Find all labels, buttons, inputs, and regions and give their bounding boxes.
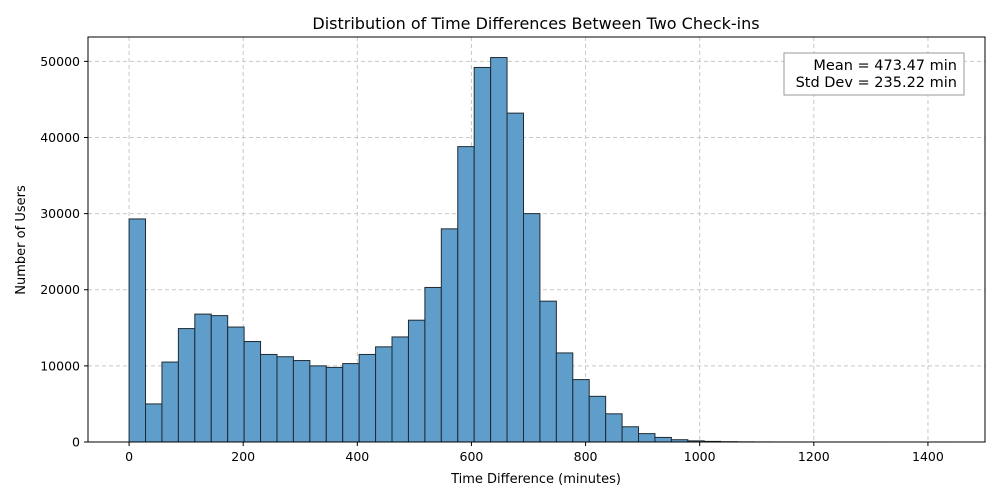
x-axis-label: Time Difference (minutes) bbox=[450, 472, 621, 487]
x-tick-label-0: 0 bbox=[125, 449, 133, 464]
x-tick-label-7: 1400 bbox=[912, 449, 944, 464]
histogram-bar-24 bbox=[522, 213, 541, 443]
histogram-bar-20 bbox=[457, 146, 475, 443]
histogram-bar-31 bbox=[638, 433, 656, 443]
stats-stddev-text: Std Dev = 235.22 min bbox=[796, 75, 957, 91]
histogram-bar-1 bbox=[145, 403, 163, 443]
histogram-bar-10 bbox=[292, 360, 311, 443]
plot-frame bbox=[87, 36, 986, 443]
x-tick-label-4: 800 bbox=[574, 449, 598, 464]
histogram-bar-12 bbox=[325, 366, 344, 443]
histogram-bar-11 bbox=[309, 365, 327, 443]
y-tick-label-1: 10000 bbox=[40, 358, 80, 373]
histogram-bar-2 bbox=[161, 361, 179, 443]
histogram-bar-16 bbox=[391, 336, 409, 443]
histogram-bar-29 bbox=[605, 413, 623, 443]
y-tick-label-5: 50000 bbox=[40, 54, 80, 69]
histogram-bar-22 bbox=[490, 57, 508, 443]
x-tick-label-2: 400 bbox=[345, 449, 369, 464]
histogram-bar-8 bbox=[260, 353, 278, 443]
histogram-bar-14 bbox=[358, 353, 377, 443]
histogram-bar-17 bbox=[407, 319, 426, 443]
stats-annotation-frame bbox=[783, 52, 965, 96]
histogram-bar-5 bbox=[210, 315, 229, 443]
histogram-bar-30 bbox=[621, 426, 640, 443]
histogram-bar-21 bbox=[473, 66, 492, 443]
stats-mean-text: Mean = 473.47 min bbox=[813, 58, 957, 74]
histogram-bar-27 bbox=[572, 379, 590, 443]
y-tick-label-3: 30000 bbox=[40, 206, 80, 221]
x-tick-label-5: 1000 bbox=[684, 449, 716, 464]
histogram-bar-28 bbox=[588, 395, 607, 443]
histogram-bar-13 bbox=[342, 363, 360, 443]
y-axis-label: Number of Users bbox=[14, 185, 29, 295]
histogram-bar-25 bbox=[539, 300, 557, 443]
y-tick-label-2: 20000 bbox=[40, 282, 80, 297]
histogram-bar-19 bbox=[440, 228, 459, 443]
histogram-bar-4 bbox=[194, 313, 212, 443]
x-tick-label-1: 200 bbox=[231, 449, 255, 464]
histogram-bar-15 bbox=[375, 346, 393, 443]
bars-layer bbox=[128, 57, 952, 443]
x-tick-label-3: 600 bbox=[460, 449, 484, 464]
histogram-bar-23 bbox=[506, 112, 524, 443]
histogram-bar-32 bbox=[654, 436, 672, 443]
histogram-bar-6 bbox=[227, 326, 245, 443]
x-tick-label-6: 1200 bbox=[798, 449, 830, 464]
histogram-bar-9 bbox=[276, 356, 294, 443]
histogram-bar-7 bbox=[243, 341, 262, 443]
histogram-bar-18 bbox=[424, 286, 442, 443]
histogram-bar-26 bbox=[555, 352, 574, 443]
ticks-layer: 0 200 400 600 800 1000 1200 1400 0 10000 20000 3000… bbox=[40, 54, 944, 464]
histogram-bar-3 bbox=[177, 328, 196, 443]
stats-annotation-box: Mean = 473.47 min Std Dev = 235.22 min bbox=[783, 52, 965, 96]
y-tick-label-4: 40000 bbox=[40, 130, 80, 145]
y-tick-label-0: 0 bbox=[72, 435, 80, 450]
histogram-bar-0 bbox=[128, 218, 147, 443]
axes-layer bbox=[87, 36, 986, 443]
chart-title: Distribution of Time Differences Between… bbox=[312, 14, 759, 33]
